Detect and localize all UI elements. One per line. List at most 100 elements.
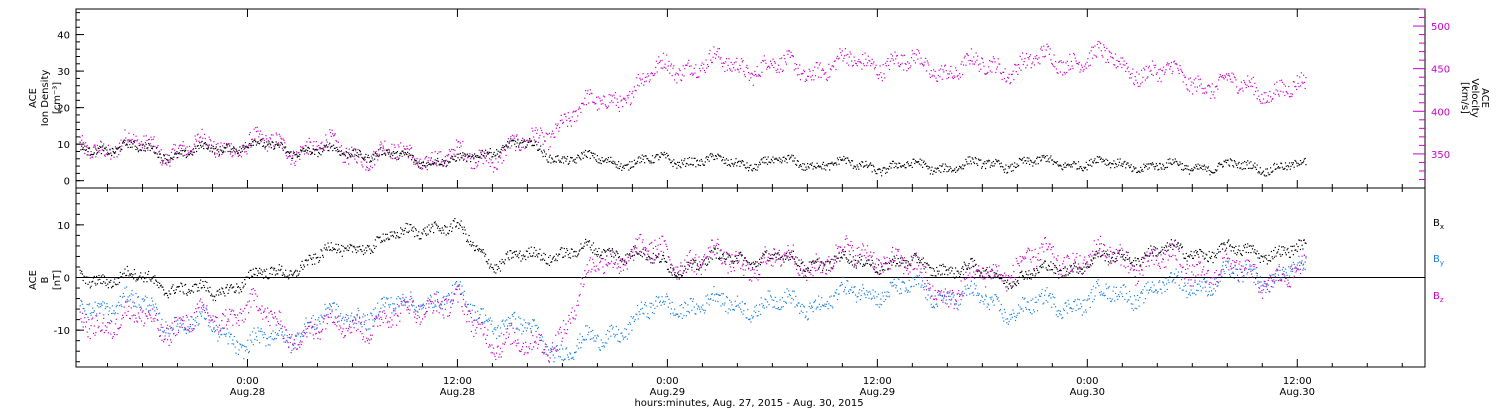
density-series-point bbox=[599, 159, 602, 162]
velocity-series-point bbox=[1103, 46, 1105, 48]
velocity-series-point bbox=[406, 145, 408, 147]
velocity-series-point bbox=[229, 153, 232, 155]
velocity-series-point bbox=[1043, 45, 1045, 47]
density-series-point bbox=[919, 158, 921, 160]
density-series-point bbox=[290, 151, 292, 153]
bx-series-point bbox=[996, 276, 998, 278]
bx-series-point bbox=[115, 284, 117, 286]
density-series-point bbox=[885, 172, 887, 174]
bx-series-point bbox=[647, 259, 649, 261]
density-series-point bbox=[714, 155, 717, 157]
bx-series-point bbox=[897, 258, 899, 260]
density-series-point bbox=[333, 147, 335, 149]
density-series-point bbox=[534, 141, 536, 143]
velocity-series-point bbox=[277, 143, 279, 145]
density-series-point bbox=[651, 162, 653, 164]
density-series-point bbox=[214, 147, 217, 150]
velocity-series-point bbox=[620, 100, 622, 102]
velocity-series-point bbox=[986, 72, 988, 74]
bx-series-point bbox=[580, 243, 582, 245]
density-series-point bbox=[1106, 164, 1108, 166]
bx-series-point bbox=[528, 247, 530, 249]
velocity-series-point bbox=[391, 143, 393, 145]
velocity-series-point bbox=[422, 160, 424, 163]
bx-series-point bbox=[1173, 245, 1175, 247]
velocity-series-point bbox=[894, 51, 896, 53]
velocity-series-point bbox=[1010, 74, 1013, 76]
velocity-series-point bbox=[574, 111, 576, 113]
bx-series-point bbox=[701, 259, 703, 261]
density-series-point bbox=[831, 161, 833, 163]
bx-series-point bbox=[1018, 276, 1020, 278]
bx-series-point bbox=[322, 256, 324, 258]
bx-series-point bbox=[1123, 253, 1125, 256]
by-series-point bbox=[155, 306, 158, 309]
bx-series-point bbox=[1158, 252, 1160, 254]
bx-series-point bbox=[89, 287, 91, 289]
bx-series-point bbox=[772, 258, 774, 260]
bx-series-point bbox=[90, 285, 92, 287]
velocity-series-point bbox=[1013, 79, 1015, 81]
velocity-series-point bbox=[879, 65, 881, 67]
bx-series-point bbox=[634, 246, 636, 248]
velocity-series-point bbox=[961, 61, 963, 63]
density-series-point bbox=[1144, 165, 1146, 167]
density-series-point bbox=[269, 143, 271, 145]
bx-series-point bbox=[293, 272, 295, 274]
bx-series-point bbox=[808, 271, 810, 273]
velocity-series-point bbox=[393, 144, 395, 146]
bx-series-point bbox=[1029, 277, 1031, 280]
velocity-series-point bbox=[951, 72, 953, 74]
velocity-series-point bbox=[186, 146, 188, 148]
density-series-point bbox=[578, 156, 580, 158]
bx-series-point bbox=[745, 260, 747, 262]
density-series-point bbox=[721, 160, 723, 162]
velocity-series-point bbox=[870, 65, 872, 67]
bx-series-point bbox=[1203, 258, 1205, 260]
density-series-point bbox=[1057, 164, 1059, 166]
bx-series-point bbox=[343, 250, 345, 252]
density-series-point bbox=[1185, 165, 1187, 167]
bx-series-point bbox=[474, 249, 476, 251]
density-series-point bbox=[566, 155, 569, 158]
density-series-point bbox=[1251, 167, 1253, 170]
bx-series-point bbox=[459, 224, 461, 227]
velocity-series-point bbox=[483, 151, 485, 153]
density-series-point bbox=[1124, 160, 1126, 162]
density-series-point bbox=[1225, 159, 1227, 161]
bx-series-point bbox=[144, 272, 146, 274]
bx-series-point bbox=[1279, 253, 1281, 255]
velocity-series-point bbox=[173, 143, 175, 146]
velocity-series-point bbox=[589, 89, 591, 91]
density-series-point bbox=[656, 154, 658, 156]
density-series-point bbox=[779, 161, 781, 163]
velocity-series-point bbox=[136, 140, 138, 142]
density-series-point bbox=[1284, 162, 1287, 164]
velocity-series-point bbox=[478, 149, 480, 151]
density-series-point bbox=[1107, 159, 1109, 161]
velocity-series-point bbox=[1117, 66, 1119, 68]
density-series-point bbox=[513, 139, 515, 142]
velocity-series-point bbox=[522, 137, 524, 139]
velocity-series-point bbox=[862, 63, 865, 65]
density-series-point bbox=[93, 152, 95, 154]
bx-series-point bbox=[1059, 270, 1061, 272]
velocity-series-point bbox=[130, 140, 132, 142]
velocity-series-point bbox=[1242, 90, 1244, 92]
velocity-series-point bbox=[309, 141, 311, 143]
velocity-series-point bbox=[647, 73, 649, 75]
density-series-point bbox=[308, 147, 310, 149]
velocity-series-point bbox=[1140, 83, 1142, 85]
bx-series-point bbox=[184, 284, 186, 286]
bx-series-point bbox=[122, 276, 124, 279]
density-series-point bbox=[765, 162, 767, 164]
by-series-point bbox=[124, 287, 126, 289]
velocity-series-point bbox=[1281, 81, 1283, 83]
density-series-point bbox=[307, 146, 309, 148]
bx-series-point bbox=[748, 262, 750, 264]
density-series-point bbox=[1159, 162, 1161, 165]
density-series-point bbox=[437, 157, 439, 160]
velocity-series-point bbox=[888, 68, 891, 71]
density-series-point bbox=[344, 153, 346, 155]
bx-series-point bbox=[806, 268, 808, 270]
